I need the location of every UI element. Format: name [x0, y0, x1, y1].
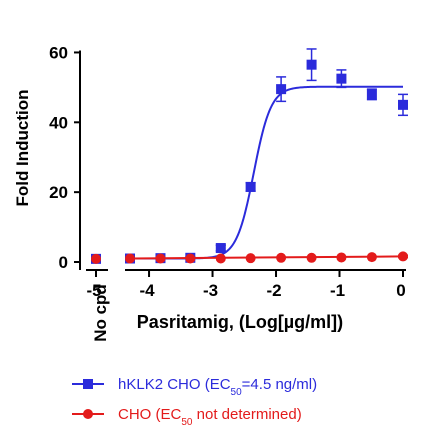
fit-curve [129, 255, 404, 260]
data-point [306, 252, 317, 263]
y-tick-label: 60 [49, 43, 68, 62]
legend-label: CHO (EC50 not determined) [118, 406, 302, 428]
x-tick-label: -1 [330, 281, 345, 300]
data-point [245, 253, 256, 264]
data-point [398, 99, 408, 110]
y-tick-label: 40 [49, 113, 68, 132]
x-tick-label: -4 [139, 281, 155, 300]
x-tick-label: -2 [266, 281, 281, 300]
no-compound-label: No cpd [91, 284, 110, 342]
series-1 [91, 251, 408, 264]
x-axis-label: Pasritamig, (Log[µg/ml]) [137, 312, 343, 332]
x-tick-label: -3 [203, 281, 218, 300]
x-tick-label: -5 [86, 281, 101, 300]
y-tick-label: 20 [49, 183, 68, 202]
legend-label: hKLK2 CHO (EC50=4.5 ng/ml) [118, 376, 317, 398]
data-point [336, 73, 347, 84]
series-layer [91, 48, 408, 264]
data-point [366, 89, 377, 100]
data-point [215, 243, 226, 254]
data-point [155, 253, 166, 264]
legend-marker [83, 379, 93, 389]
data-point [215, 253, 226, 264]
legend: hKLK2 CHO (EC50=4.5 ng/ml) CHO (EC50 not … [72, 376, 317, 428]
no-compound-point [91, 253, 101, 264]
axes [79, 50, 406, 271]
data-point [185, 253, 196, 264]
data-point [306, 59, 317, 70]
x-tick-label: 0 [396, 281, 405, 300]
data-point [125, 253, 135, 264]
data-point [276, 252, 287, 263]
fit-curve [130, 85, 403, 260]
series-0 [91, 48, 408, 264]
legend-marker [83, 409, 93, 419]
data-point [366, 252, 377, 263]
data-point [245, 181, 256, 192]
data-point [398, 251, 408, 262]
data-point [276, 84, 287, 95]
data-point [336, 252, 347, 263]
ticks: 0 20 40 60 -5 -4 -3 -2 -1 0 [49, 43, 406, 300]
y-tick-label: 0 [59, 253, 68, 272]
y-axis-label: Fold Induction [13, 89, 32, 206]
